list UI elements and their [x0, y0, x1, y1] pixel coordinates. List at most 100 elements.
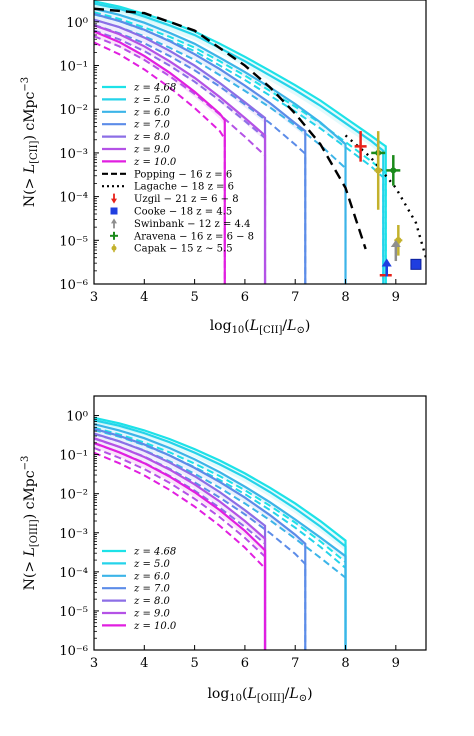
- cii-band: [94, 0, 386, 284]
- oiii-y-tick-label: 10⁻¹: [59, 449, 88, 464]
- oiii-series-line: [94, 423, 347, 650]
- cii-x-tick-label: 7: [291, 290, 299, 305]
- oiii-series-line: [94, 437, 267, 650]
- cii-y-tick-label: 10⁻⁴: [59, 191, 88, 206]
- oiii-y-axis-label: N(> L[OIII]) cMpc−3: [20, 456, 40, 591]
- cii-legend-label: z = 5.0: [133, 95, 171, 106]
- oiii-series-alt-line: [94, 426, 347, 650]
- cii-x-tick-label: 9: [392, 290, 400, 305]
- cii-obs-marker: [381, 258, 392, 277]
- oiii-legend-label: z = 9.0: [133, 609, 171, 620]
- oiii-legend-label: z = 7.0: [133, 584, 171, 595]
- cii-obs-marker: [354, 131, 367, 162]
- cii-legend-label: z = 9.0: [133, 145, 171, 156]
- cii-legend-label: z = 7.0: [133, 120, 171, 131]
- cii-x-tick-label: 8: [341, 290, 349, 305]
- cii-series-line: [94, 30, 226, 284]
- cii-y-axis-label: N(> L[CII]) cMpc−3: [20, 77, 40, 207]
- oiii-x-tick-label: 9: [392, 656, 400, 671]
- oiii-plot-area: [94, 416, 347, 650]
- cii-axes-frame: [93, 0, 427, 285]
- oiii-y-tick-label: 10⁻³: [59, 527, 88, 542]
- oiii-legend-entry: z = 4.68: [102, 547, 176, 558]
- cii-legend-label: Cooke − 18 z = 4.5: [134, 207, 232, 218]
- oiii-legend-entry: z = 5.0: [102, 559, 171, 570]
- cii-series-line: [94, 24, 267, 284]
- oiii-legend-label: z = 8.0: [133, 596, 171, 607]
- cii-legend-label: z = 10.0: [133, 157, 177, 168]
- cii-legend-entry: Lagache − 18 z = 6: [102, 182, 234, 193]
- oiii-legend-label: z = 5.0: [133, 559, 171, 570]
- cii-legend-label: z = 6.0: [133, 107, 171, 118]
- oiii-x-tick-label: 8: [341, 656, 349, 671]
- cii-legend-entry: Capak − 15 z ∼ 5.5: [111, 244, 233, 255]
- oiii-legend-entry: z = 10.0: [102, 621, 177, 632]
- cii-y-tick-label: 10⁻²: [59, 103, 88, 118]
- cii-legend-entry: z = 4.68: [102, 83, 176, 94]
- cii-x-tick-label: 3: [90, 290, 98, 305]
- cii-legend-label: Capak − 15 z ∼ 5.5: [134, 244, 233, 255]
- oiii-legend-entry: z = 7.0: [102, 584, 171, 595]
- cii-legend-entry: Aravena − 16 z = 6 − 8: [110, 231, 254, 242]
- cii-y-tick-label: 10⁻³: [59, 147, 88, 162]
- cii-obs-marker: [410, 258, 422, 270]
- oiii-legend-entry: z = 9.0: [102, 609, 171, 620]
- cii-legend-label: Aravena − 16 z = 6 − 8: [133, 231, 254, 242]
- cii-legend-entry: z = 9.0: [102, 145, 171, 156]
- cii-legend-entry: Cooke − 18 z = 4.5: [110, 207, 232, 218]
- oiii-legend-label: z = 6.0: [133, 571, 171, 582]
- cii-legend-entry: Uzgil − 21 z = 6 − 8: [111, 193, 239, 205]
- cii-panel: 3 4 5 6 7 8 9 10⁰ 10⁻¹ 10⁻² 10⁻³ 10⁻⁴ 10⁻⁵ 10⁻⁶ z = 4…: [20, 0, 427, 336]
- cii-legend-label: Popping − 16 z = 6: [134, 169, 232, 180]
- oiii-series-line: [94, 441, 267, 650]
- cii-legend-entry: z = 6.0: [102, 107, 171, 118]
- cii-obs-marker: [390, 240, 401, 262]
- cii-series-alt-line: [94, 11, 387, 284]
- oiii-series-alt-line: [94, 447, 267, 650]
- oiii-series-line: [94, 427, 307, 650]
- cii-legend-entry: Popping − 16 z = 6: [102, 169, 232, 180]
- cii-series-line: [94, 2, 385, 284]
- cii-legend-label: Lagache − 18 z = 6: [134, 182, 234, 193]
- cii-y-tick-label: 10⁰: [66, 16, 88, 31]
- oiii-x-tick-label: 3: [90, 656, 98, 671]
- cii-series-alt-line: [94, 41, 226, 284]
- oiii-legend-label: z = 10.0: [133, 621, 177, 632]
- cii-band: [94, 30, 225, 284]
- oiii-x-tick-label: 6: [241, 656, 249, 671]
- oiii-band: [94, 428, 306, 650]
- cii-x-tick-label: 6: [241, 290, 249, 305]
- cii-obs-marker: [386, 155, 401, 186]
- cii-y-tick-label: 10⁻⁶: [59, 278, 88, 293]
- oiii-series-line: [94, 419, 347, 650]
- cii-x-tick-label: 4: [140, 290, 148, 305]
- cii-legend-entry: z = 5.0: [102, 95, 171, 106]
- oiii-x-tick-label: 5: [190, 656, 198, 671]
- oiii-legend-entry: z = 6.0: [102, 571, 171, 582]
- oiii-x-axis-label: log10(L[OIII]/L⊙): [207, 686, 312, 704]
- oiii-series-line: [94, 416, 347, 650]
- oiii-y-tick-label: 10⁻⁵: [59, 605, 88, 620]
- oiii-band: [94, 437, 266, 650]
- oiii-legend-entry: z = 8.0: [102, 596, 171, 607]
- cii-series-alt-line: [94, 23, 307, 284]
- oiii-x-tick-label: 7: [291, 656, 299, 671]
- cii-x-tick-label: 5: [190, 290, 198, 305]
- cii-series-line: [94, 18, 267, 284]
- cii-legend-label: z = 8.0: [133, 132, 171, 143]
- oiii-panel: 3 4 5 6 7 8 9 10⁰ 10⁻¹ 10⁻² 10⁻³ 10⁻⁴ 10⁻⁵ 10⁻⁶ z = 4…: [20, 395, 427, 704]
- cii-legend-entry: Swinbank − 12 z = 4.4: [111, 218, 250, 230]
- oiii-x-tick-label: 4: [140, 656, 148, 671]
- oiii-series-alt-line: [94, 451, 267, 650]
- cii-obs-marker: [374, 131, 383, 210]
- cii-legend-entry: z = 10.0: [102, 157, 177, 168]
- cii-series-line: [94, 7, 367, 250]
- oiii-series-line: [94, 432, 267, 650]
- oiii-y-tick-label: 10⁻²: [59, 488, 88, 503]
- cii-plot-area: [94, 0, 426, 284]
- oiii-axes-frame: [93, 395, 427, 651]
- cii-ticks: 3 4 5 6 7 8 9 10⁰ 10⁻¹ 10⁻² 10⁻³ 10⁻⁴ 10⁻⁵ 10⁻⁶: [59, 16, 400, 305]
- cii-series-line: [94, 7, 347, 284]
- oiii-legend-label: z = 4.68: [133, 547, 176, 558]
